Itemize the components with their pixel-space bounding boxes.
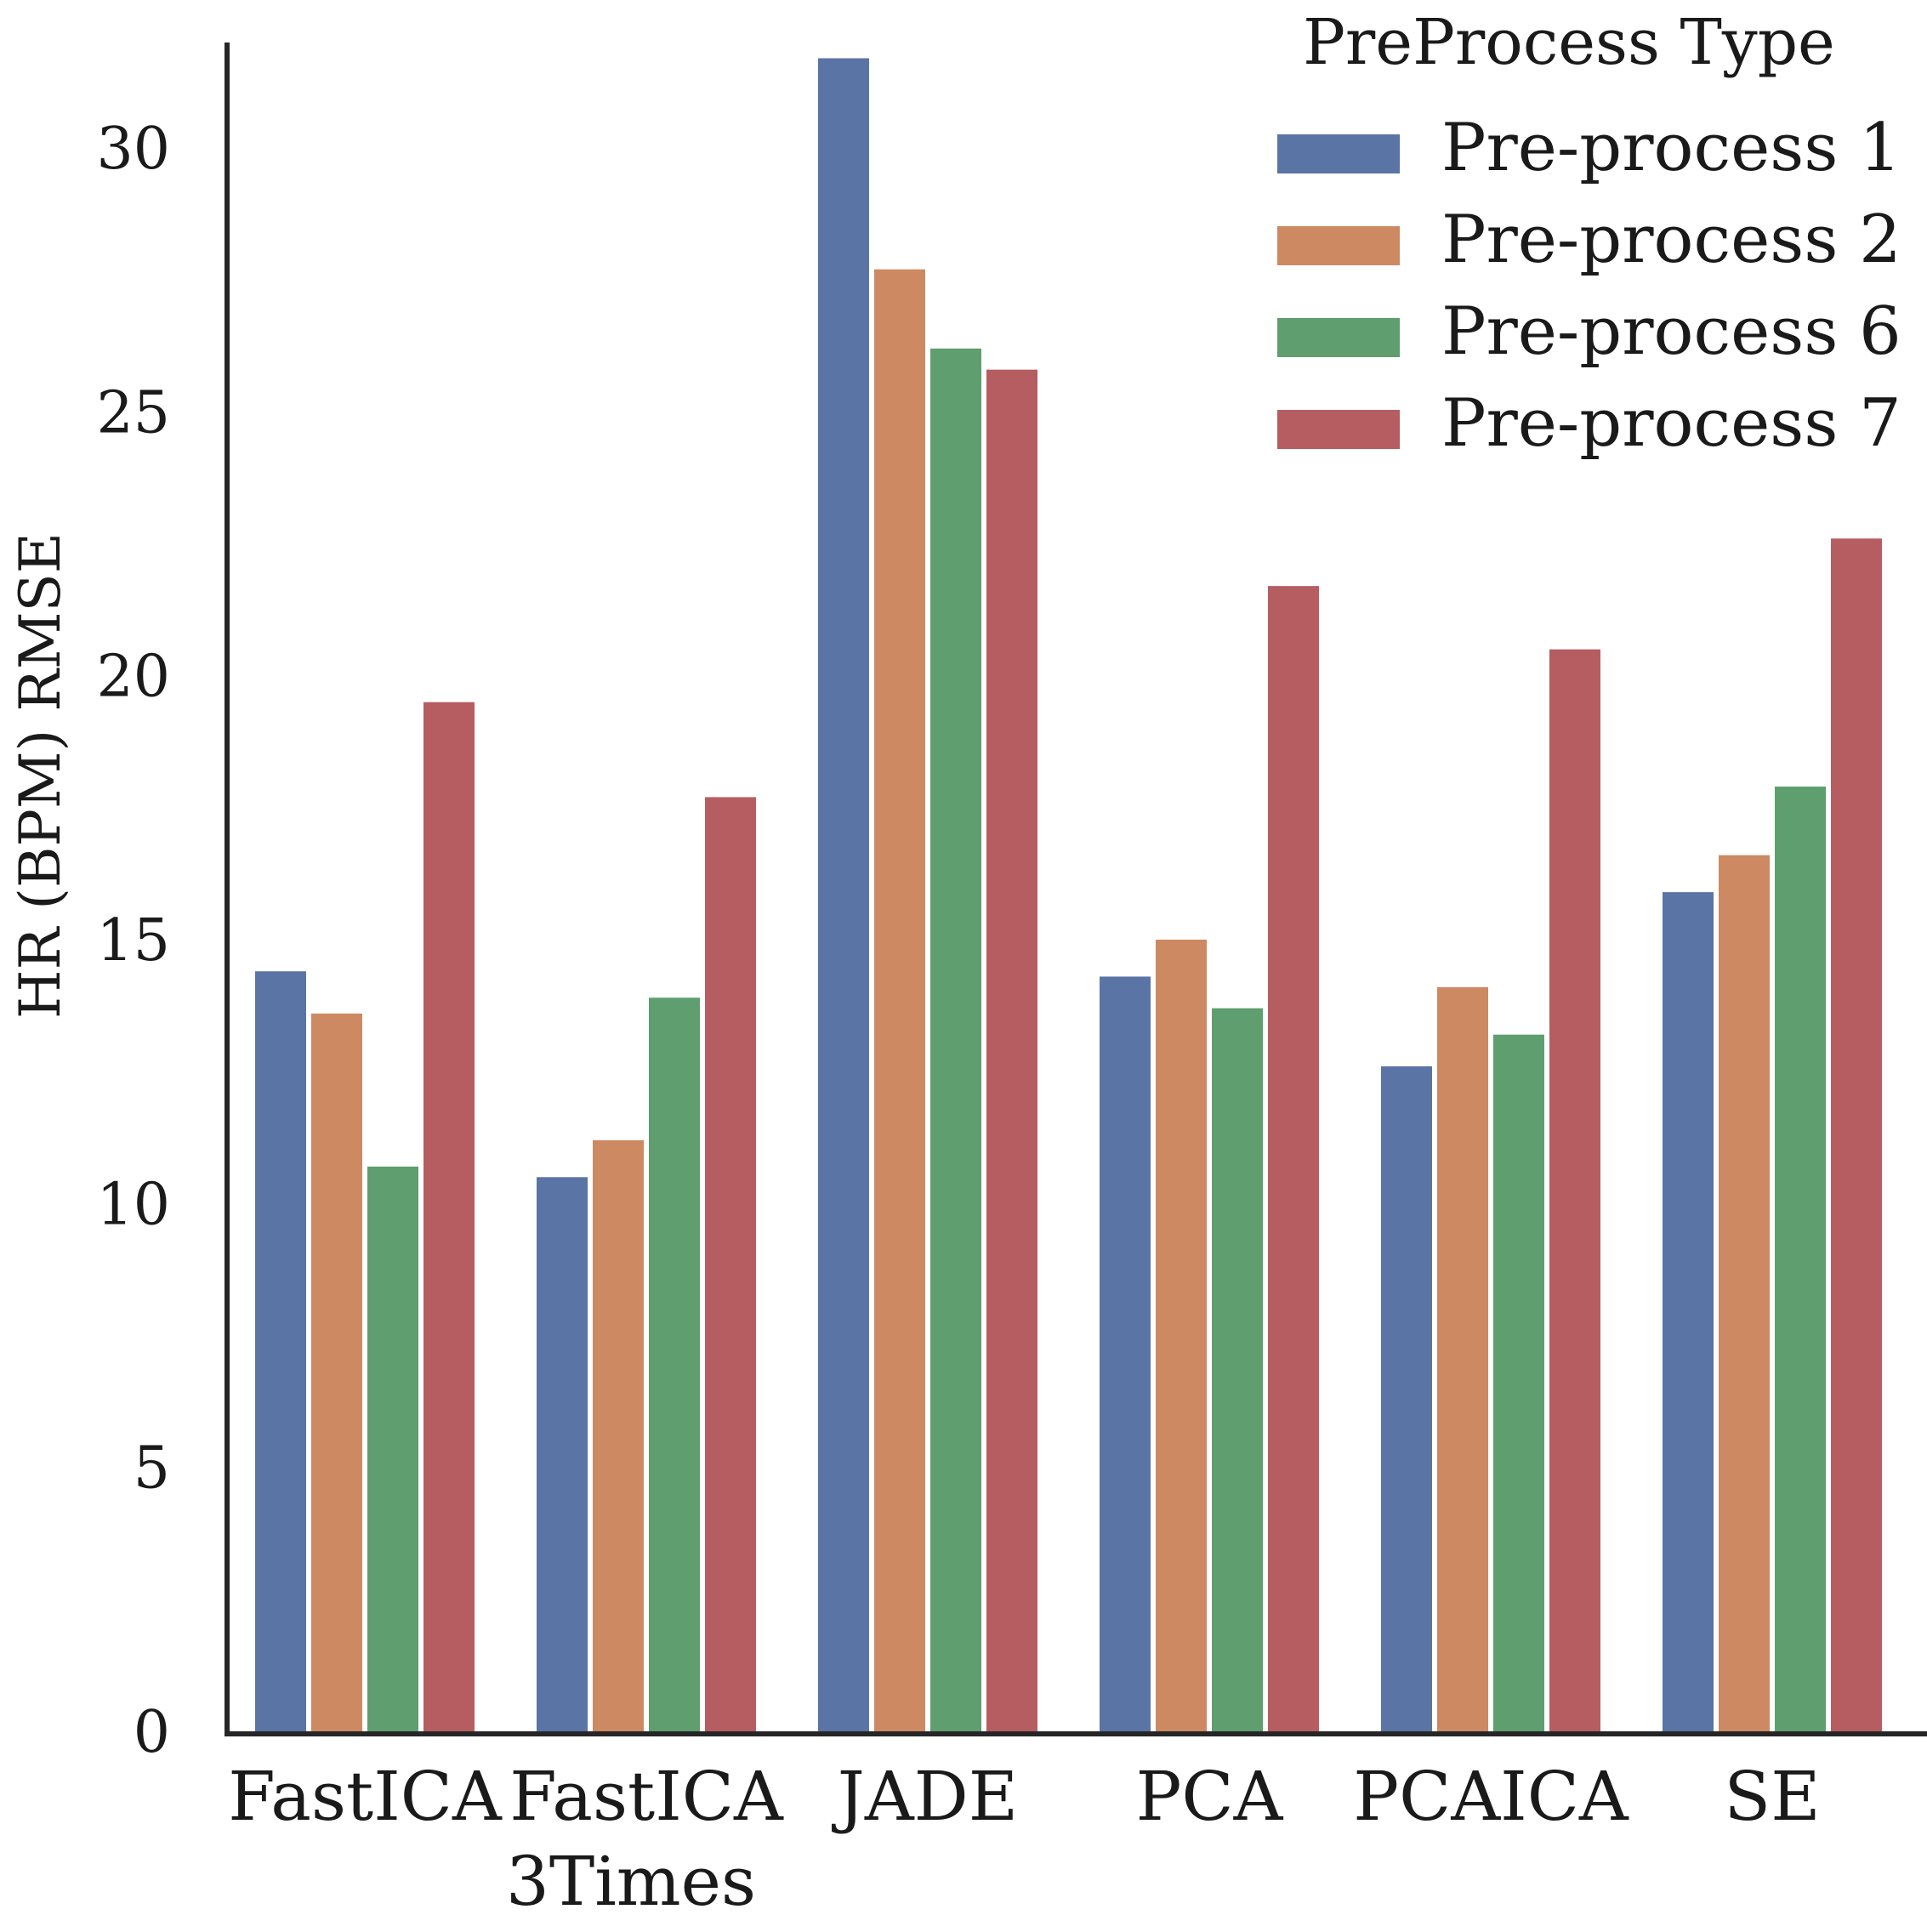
bar-pcaica-series-3: [1493, 1034, 1544, 1731]
x-tick-label-line: SE: [1724, 1757, 1820, 1836]
bar-jade-series-1: [818, 58, 869, 1731]
bar-pcaica-series-1: [1381, 1065, 1432, 1731]
x-tick-label-line: FastICA: [228, 1757, 503, 1836]
bar-pca-series-1: [1100, 976, 1151, 1731]
bar-pca-series-2: [1156, 940, 1207, 1731]
x-tick-label: PCA: [1136, 1757, 1284, 1836]
bar-jade-series-2: [874, 269, 925, 1732]
bar-pca-series-4: [1268, 586, 1319, 1731]
bar-fastica-series-3: [367, 1166, 418, 1731]
legend-label: Pre-process 6: [1441, 293, 1901, 370]
x-tick-label: SE: [1724, 1757, 1820, 1836]
y-tick-label: 20: [96, 644, 170, 711]
bar-fastica-series-4: [423, 702, 475, 1732]
y-tick-label: 15: [96, 907, 170, 975]
bar-fastica-3times-series-4: [705, 797, 756, 1732]
y-tick-label: 25: [96, 379, 170, 446]
legend-swatch: [1277, 318, 1400, 357]
bar-pcaica-series-4: [1549, 649, 1600, 1732]
legend-swatch: [1277, 134, 1400, 173]
bar-jade-series-3: [930, 348, 981, 1732]
x-tick-label: FastICA 3Times: [506, 1757, 784, 1921]
legend-label: Pre-process 2: [1441, 202, 1901, 278]
y-tick-label: 30: [96, 116, 170, 183]
x-tick-label-line: PCA: [1136, 1757, 1284, 1836]
legend: PreProcess Type Pre-process 1 Pre-process…: [1277, 6, 1901, 462]
bar-fastica-3times-series-3: [649, 997, 700, 1731]
x-tick-label-line: 3Times: [506, 1842, 756, 1921]
x-tick-label: PCAICA: [1353, 1757, 1629, 1836]
bar-fastica-series-2: [311, 1013, 362, 1731]
x-tick-label-line: FastICA: [509, 1757, 784, 1836]
bar-se-series-1: [1663, 892, 1714, 1731]
x-axis-category-labels: FastICA FastICA 3Times JADE PCA PCAICA SE: [228, 1757, 1820, 1921]
y-tick-label: 10: [96, 1171, 170, 1238]
bar-se-series-2: [1719, 855, 1770, 1731]
bars-layer: [255, 58, 1882, 1732]
x-tick-label: FastICA: [228, 1757, 503, 1836]
bar-fastica-3times-series-2: [593, 1139, 644, 1731]
x-tick-label-line: PCAICA: [1353, 1757, 1629, 1836]
y-axis-ticks: 0 5 10 15 20 25 30: [96, 116, 170, 1766]
bar-se-series-4: [1831, 538, 1882, 1731]
bar-fastica-series-1: [255, 971, 306, 1731]
legend-swatch: [1277, 410, 1400, 449]
y-axis-label: HR (BPM) RMSE: [8, 532, 73, 1019]
legend-swatch: [1277, 226, 1400, 265]
x-tick-label: JADE: [832, 1757, 1018, 1836]
bar-se-series-3: [1775, 787, 1826, 1732]
legend-label: Pre-process 1: [1441, 110, 1901, 186]
x-tick-label-line: JADE: [832, 1757, 1018, 1836]
bar-pcaica-series-2: [1437, 986, 1488, 1731]
bar-jade-series-4: [986, 369, 1037, 1732]
y-tick-label: 5: [134, 1435, 170, 1503]
bar-pca-series-3: [1212, 1008, 1263, 1731]
legend-title: PreProcess Type: [1303, 6, 1835, 79]
y-tick-label: 0: [134, 1699, 170, 1766]
bar-fastica-3times-series-1: [537, 1177, 588, 1731]
legend-label: Pre-process 7: [1441, 385, 1901, 462]
